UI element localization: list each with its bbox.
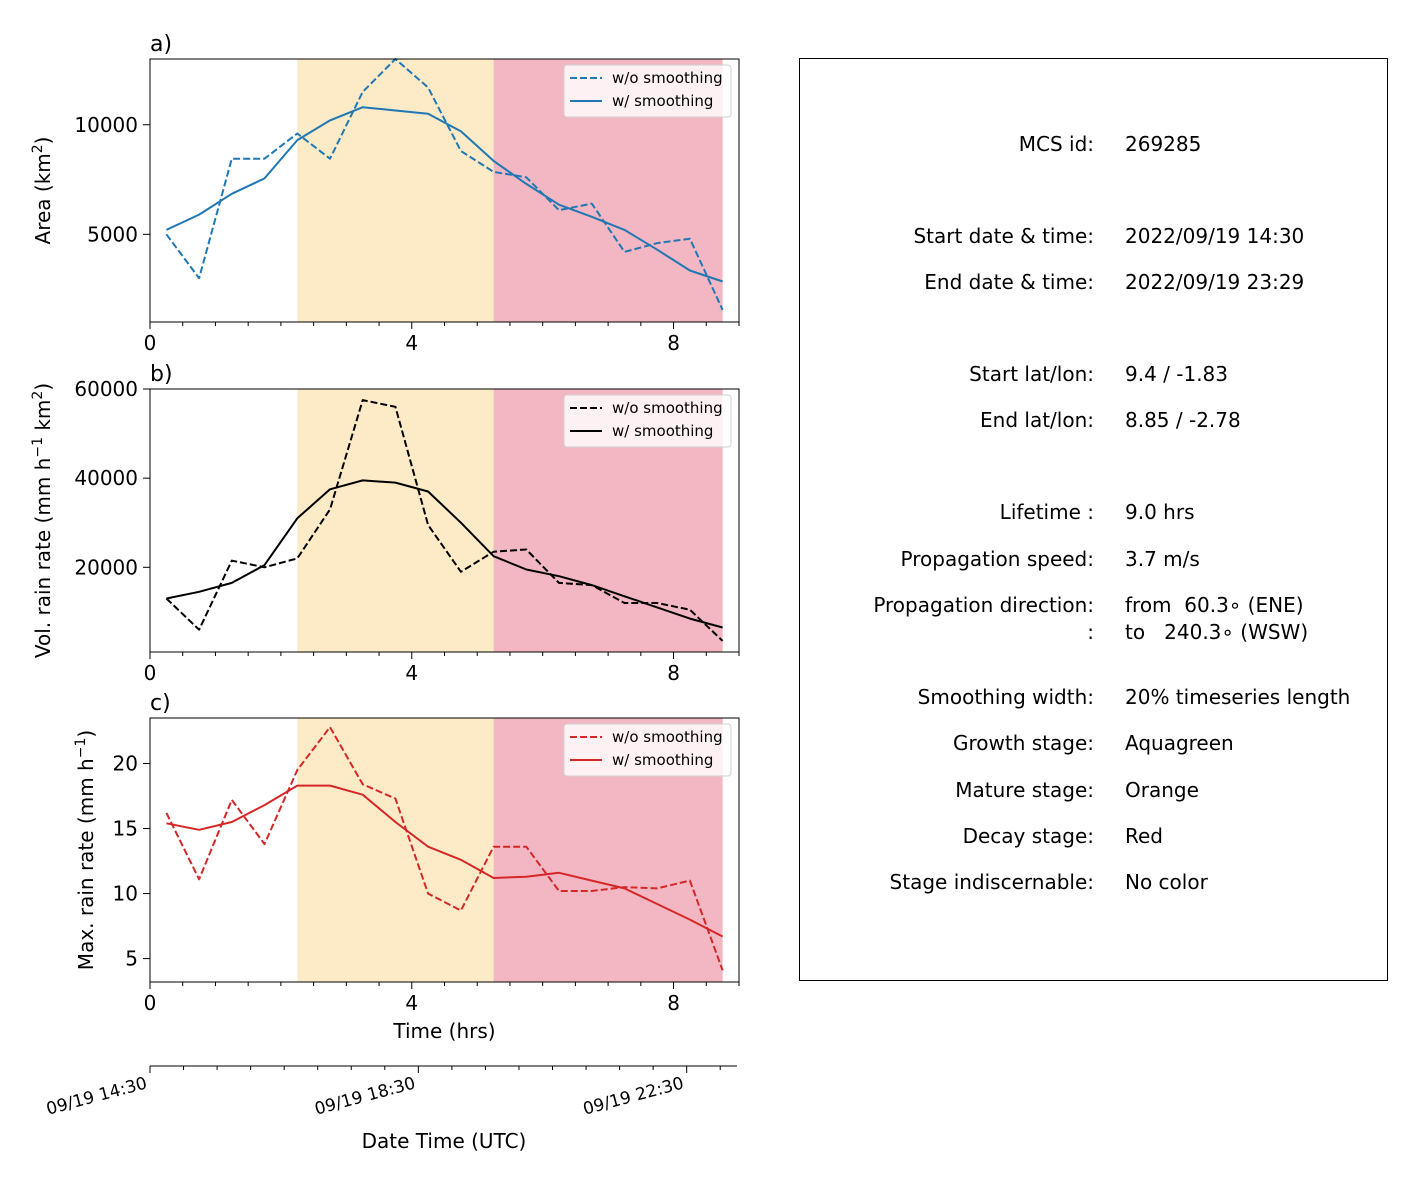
info-key: Decay stage:: [962, 824, 1094, 848]
legend-label: w/ smoothing: [612, 92, 713, 110]
legend-box: [563, 64, 732, 118]
legend-label: w/ smoothing: [612, 422, 713, 440]
info-value: 8.85 / -2.78: [1125, 408, 1241, 432]
datetime-tick-label: 09/19 22:30: [581, 1074, 686, 1120]
panel-label: b): [150, 362, 173, 387]
smoothed-series-line: [166, 784, 724, 938]
panel-label: c): [150, 691, 171, 716]
info-value: 9.0 hrs: [1125, 500, 1195, 524]
x-tick-label: 8: [667, 661, 680, 685]
info-key: Stage indiscernable:: [889, 870, 1094, 894]
legend-box: [563, 723, 732, 777]
info-key: End date & time:: [924, 270, 1094, 294]
x-tick-label: 4: [405, 331, 418, 355]
x-tick-label: 0: [144, 991, 157, 1015]
y-tick-label: 20: [113, 752, 138, 776]
info-row-smoothing-width: Smoothing width: 20% timeseries length: [800, 685, 1389, 711]
info-value: from 60.3∘ (ENE): [1125, 593, 1304, 617]
panel-label: a): [150, 32, 172, 57]
info-value: Orange: [1125, 778, 1199, 802]
info-row-end-time: End date & time: 2022/09/19 23:29: [800, 270, 1389, 296]
legend-box: [563, 394, 732, 448]
growth-stage-shading: [297, 59, 494, 322]
y-tick-label: 10000: [74, 113, 138, 137]
legend-label: w/ smoothing: [612, 751, 713, 769]
legend-label: w/o smoothing: [612, 69, 723, 87]
info-key: Start date & time:: [913, 224, 1094, 248]
info-row-growth-stage: Growth stage: Aquagreen: [800, 731, 1389, 757]
raw-series-line: [165, 58, 724, 311]
raw-series-line: [165, 726, 724, 971]
info-key: MCS id:: [1018, 132, 1094, 156]
info-key: Lifetime :: [999, 500, 1094, 524]
info-row-propagation-direction-to: : to 240.3∘ (WSW): [800, 620, 1389, 646]
info-value: Red: [1125, 824, 1163, 848]
info-value: 3.7 m/s: [1125, 547, 1200, 571]
info-row-end-latlon: End lat/lon: 8.85 / -2.78: [800, 408, 1389, 434]
info-value: to 240.3∘ (WSW): [1125, 620, 1309, 644]
y-tick-label: 20000: [74, 555, 138, 579]
datetime-axis-label: Date Time (UTC): [362, 1129, 527, 1153]
info-key: :: [1087, 620, 1094, 644]
legend-label: w/o smoothing: [612, 399, 723, 417]
smoothed-series-line: [165, 106, 723, 283]
growth-stage-shading: [297, 718, 494, 982]
x-tick-label: 4: [405, 991, 418, 1015]
info-row-mature-stage: Mature stage: Orange: [800, 778, 1389, 804]
x-axis-label: Time (hrs): [392, 1019, 495, 1043]
info-row-decay-stage: Decay stage: Red: [800, 824, 1389, 850]
info-value: 2022/09/19 14:30: [1125, 224, 1305, 248]
info-key: Start lat/lon:: [969, 362, 1094, 386]
smoothed-series-line: [166, 479, 723, 629]
y-tick-label: 10: [113, 882, 138, 906]
x-tick-label: 8: [667, 991, 680, 1015]
info-row-start-latlon: Start lat/lon: 9.4 / -1.83: [800, 362, 1389, 388]
x-tick-label: 8: [667, 331, 680, 355]
info-row-mcs-id: MCS id: 269285: [800, 132, 1389, 158]
info-row-propagation-speed: Propagation speed: 3.7 m/s: [800, 547, 1389, 573]
x-tick-label: 0: [144, 661, 157, 685]
info-key: End lat/lon:: [980, 408, 1094, 432]
y-tick-label: 40000: [74, 466, 138, 490]
legend-label: w/o smoothing: [612, 728, 723, 746]
info-value: 20% timeseries length: [1125, 685, 1351, 709]
y-axis-label: Max. rain rate (mm h−1): [73, 730, 98, 970]
info-value: Aquagreen: [1125, 731, 1234, 755]
info-key: Propagation direction:: [873, 593, 1094, 617]
y-tick-label: 15: [113, 817, 138, 841]
raw-series-line: [165, 399, 724, 642]
y-tick-label: 5: [125, 947, 138, 971]
info-row-propagation-direction: Propagation direction: from 60.3∘ (ENE): [800, 593, 1389, 619]
info-key: Growth stage:: [952, 731, 1094, 755]
y-axis-label: Vol. rain rate (mm h−1 km2): [30, 383, 55, 658]
info-key: Mature stage:: [955, 778, 1094, 802]
growth-stage-shading: [297, 389, 494, 652]
info-row-stage-indiscernable: Stage indiscernable: No color: [800, 870, 1389, 896]
y-tick-label: 60000: [74, 377, 138, 401]
info-value: 9.4 / -1.83: [1125, 362, 1229, 386]
info-value: 269285: [1125, 132, 1202, 156]
y-axis-label: Area (km2): [30, 137, 55, 245]
mcs-info-panel: MCS id: 269285 Start date & time: 2022/0…: [799, 58, 1388, 981]
datetime-tick-label: 09/19 18:30: [313, 1074, 418, 1120]
x-tick-label: 4: [405, 661, 418, 685]
datetime-tick-label: 09/19 14:30: [44, 1074, 149, 1120]
info-key: Propagation speed:: [900, 547, 1094, 571]
info-key: Smoothing width:: [917, 685, 1094, 709]
info-row-start-time: Start date & time: 2022/09/19 14:30: [800, 224, 1389, 250]
x-tick-label: 0: [144, 331, 157, 355]
info-value: 2022/09/19 23:29: [1125, 270, 1305, 294]
info-value: No color: [1125, 870, 1208, 894]
info-row-lifetime: Lifetime : 9.0 hrs: [800, 500, 1389, 526]
y-tick-label: 5000: [87, 222, 138, 246]
